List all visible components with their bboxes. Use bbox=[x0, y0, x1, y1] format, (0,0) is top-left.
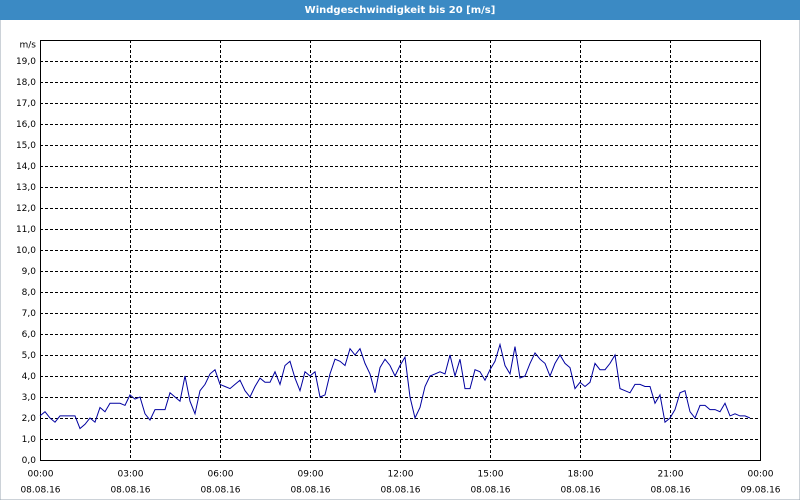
y-tick-label: 2,0 bbox=[22, 414, 37, 424]
x-tick-label: 03:00 bbox=[118, 470, 144, 480]
x-tick-label: 06:00 bbox=[208, 470, 234, 480]
x-tick-date: 08.08.16 bbox=[110, 486, 150, 496]
plot-border bbox=[40, 40, 761, 461]
y-tick-label: 5,0 bbox=[22, 351, 37, 361]
x-tick-label: 18:00 bbox=[568, 470, 594, 480]
x-tick-date: 08.08.16 bbox=[560, 486, 600, 496]
y-tick-label: 13,0 bbox=[16, 183, 36, 193]
x-tick-date: 08.08.16 bbox=[20, 486, 60, 496]
x-tick-label: 00:00 bbox=[748, 470, 774, 480]
y-axis-label: m/s bbox=[20, 41, 37, 51]
x-tick-label: 00:00 bbox=[28, 470, 54, 480]
y-tick-label: 6,0 bbox=[22, 330, 37, 340]
y-tick-label: 9,0 bbox=[22, 267, 37, 277]
y-tick-label: 0,0 bbox=[22, 456, 37, 466]
y-tick-label: 16,0 bbox=[16, 120, 36, 130]
y-tick-label: 4,0 bbox=[22, 372, 37, 382]
x-tick-label: 15:00 bbox=[478, 470, 504, 480]
x-tick-label: 12:00 bbox=[388, 470, 414, 480]
x-tick-date: 09.08.16 bbox=[740, 486, 780, 496]
chart-title: Windgeschwindigkeit bis 20 [m/s] bbox=[305, 5, 496, 16]
x-tick-label: 09:00 bbox=[298, 470, 324, 480]
title-bar bbox=[0, 0, 800, 20]
x-tick-date: 08.08.16 bbox=[380, 486, 420, 496]
data-line bbox=[39, 342, 751, 430]
y-tick-label: 10,0 bbox=[16, 246, 36, 256]
y-tick-label: 3,0 bbox=[22, 393, 37, 403]
x-tick-date: 08.08.16 bbox=[290, 486, 330, 496]
y-tick-label: 12,0 bbox=[16, 204, 36, 214]
y-tick-label: 15,0 bbox=[16, 141, 36, 151]
x-tick-date: 08.08.16 bbox=[470, 486, 510, 496]
y-tick-label: 19,0 bbox=[16, 57, 36, 67]
y-tick-label: 7,0 bbox=[22, 309, 37, 319]
y-tick-label: 1,0 bbox=[22, 435, 37, 445]
y-tick-label: 17,0 bbox=[16, 99, 36, 109]
y-tick-label: 14,0 bbox=[16, 162, 36, 172]
x-tick-date: 08.08.16 bbox=[200, 486, 240, 496]
y-tick-label: 8,0 bbox=[22, 288, 37, 298]
x-tick-date: 08.08.16 bbox=[650, 486, 690, 496]
y-tick-label: 18,0 bbox=[16, 78, 36, 88]
x-tick-label: 21:00 bbox=[658, 470, 684, 480]
y-tick-label: 11,0 bbox=[16, 225, 36, 235]
